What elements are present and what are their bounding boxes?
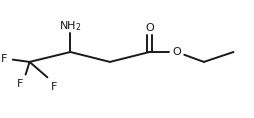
Text: O: O	[145, 23, 154, 33]
Text: O: O	[172, 47, 181, 57]
Text: F: F	[1, 54, 7, 64]
Text: NH$_2$: NH$_2$	[59, 19, 82, 33]
Text: F: F	[17, 79, 23, 89]
Text: F: F	[51, 82, 57, 92]
